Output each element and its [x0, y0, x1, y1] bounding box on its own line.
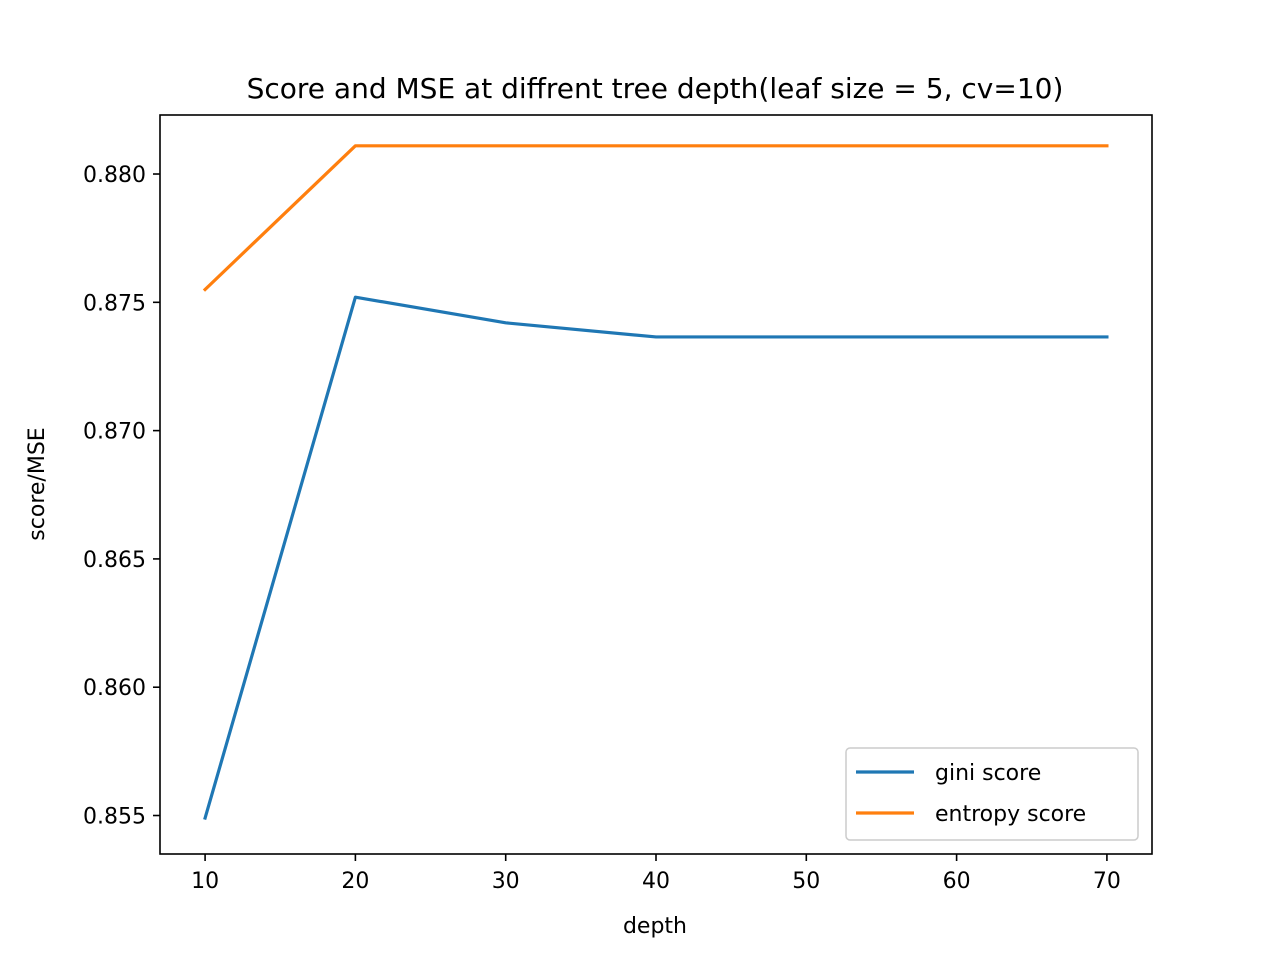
- x-tick-label: 10: [191, 869, 219, 894]
- y-tick-label: 0.870: [83, 420, 146, 445]
- x-tick-label: 70: [1093, 869, 1121, 894]
- x-tick-label: 40: [642, 869, 670, 894]
- x-axis-label: depth: [623, 914, 687, 939]
- y-tick-label: 0.855: [83, 805, 146, 830]
- series-line-gini-score: [203, 295, 1109, 821]
- series-line-entropy-score: [202, 144, 1109, 292]
- legend-frame: [845, 747, 1139, 841]
- legend: gini score entropy score: [845, 747, 1139, 841]
- x-tick-label: 20: [341, 869, 369, 894]
- y-tick-label: 0.880: [83, 163, 146, 188]
- y-tick-label: 0.875: [83, 291, 146, 316]
- series-layer: [202, 144, 1109, 821]
- plot-area: [159, 114, 1153, 855]
- chart-title: Score and MSE at diffrent tree depth(lea…: [247, 72, 1064, 105]
- legend-label-gini-score: gini score: [935, 761, 1041, 786]
- legend-label-entropy-score: entropy score: [935, 802, 1086, 827]
- plot-background: [160, 115, 1152, 854]
- x-axis: 10 20 30 40 50 60 70: [191, 854, 1121, 894]
- y-tick-label: 0.860: [83, 676, 146, 701]
- y-axis-label: score/MSE: [25, 427, 50, 540]
- x-tick-label: 60: [943, 869, 971, 894]
- x-tick-label: 50: [792, 869, 820, 894]
- x-tick-label: 30: [492, 869, 520, 894]
- y-axis: 0.855 0.860 0.865 0.870 0.875 0.880: [83, 163, 160, 830]
- y-tick-label: 0.865: [83, 548, 146, 573]
